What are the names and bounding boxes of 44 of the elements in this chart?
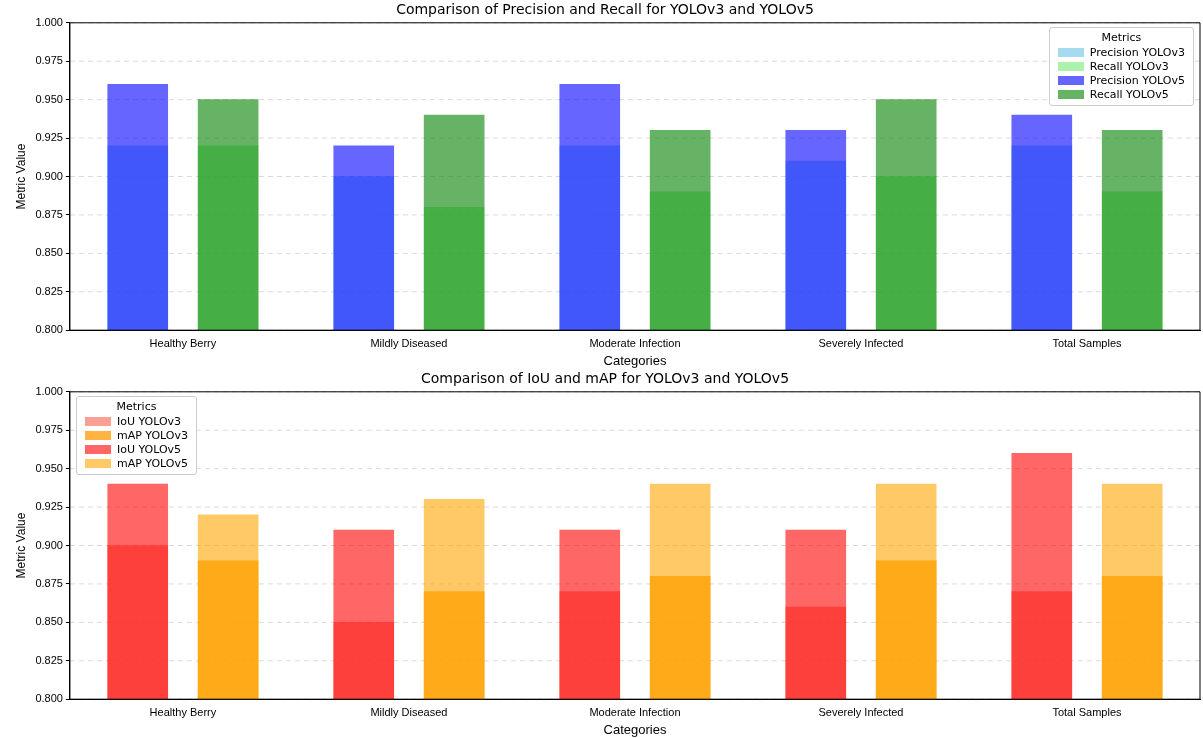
- x-tick-label: Healthy Berry: [149, 705, 217, 718]
- legend-label: IoU YOLOv5: [116, 443, 182, 457]
- y-tick-label: 0.900: [35, 538, 63, 551]
- x-tick-label: Moderate Infection: [589, 705, 681, 718]
- x-axis-title: Categories: [603, 721, 667, 737]
- y-tick-label: 0.975: [35, 54, 63, 67]
- y-tick-label: 0.900: [35, 169, 63, 182]
- y-tick-label: 0.800: [35, 692, 63, 705]
- legend-title: Metrics: [1100, 30, 1143, 44]
- legend-label: mAP YOLOv5: [116, 457, 188, 471]
- x-tick-label: Moderate Infection: [589, 336, 681, 349]
- y-tick-label: 0.950: [35, 461, 63, 474]
- y-tick-label: 0.825: [35, 284, 63, 297]
- y-tick-label: 0.800: [35, 323, 63, 336]
- legend-title: Metrics: [115, 399, 158, 413]
- y-tick-label: 0.925: [35, 131, 63, 144]
- legend-label: IoU YOLOv3: [116, 415, 182, 429]
- y-tick-label: 0.875: [35, 207, 63, 220]
- legend-label: Precision YOLOv5: [1089, 74, 1185, 88]
- x-tick-label: Severely Infected: [818, 705, 904, 718]
- x-axis-title: Categories: [603, 352, 667, 368]
- x-tick-label: Severely Infected: [818, 336, 904, 349]
- legend-label: mAP YOLOv3: [116, 429, 188, 443]
- chart-title: Comparison of IoU and mAP for YOLOv3 and YOLOv5: [420, 370, 790, 387]
- y-tick-label: 1.000: [35, 384, 63, 397]
- x-tick-label: Total Samples: [1052, 336, 1123, 349]
- y-tick-label: 0.875: [35, 576, 63, 589]
- legend-label: Precision YOLOv3: [1089, 46, 1185, 60]
- x-tick-label: Mildly Diseased: [370, 705, 448, 718]
- chart-title: Comparison of Precision and Recall for YOLOv3 and YOLOv5: [396, 1, 814, 18]
- y-tick-label: 1.000: [35, 15, 63, 28]
- y-tick-label: 0.850: [35, 246, 63, 259]
- y-axis-title: Metric Value: [13, 143, 28, 210]
- legend-label: Recall YOLOv3: [1089, 60, 1169, 74]
- y-tick-label: 0.950: [35, 92, 63, 105]
- y-tick-label: 0.975: [35, 423, 63, 436]
- y-tick-label: 0.925: [35, 500, 63, 513]
- x-tick-label: Healthy Berry: [149, 336, 217, 349]
- legend-label: Recall YOLOv5: [1089, 88, 1169, 102]
- y-tick-label: 0.825: [35, 653, 63, 666]
- x-tick-label: Total Samples: [1052, 705, 1123, 718]
- y-tick-label: 0.850: [35, 615, 63, 628]
- y-axis-title: Metric Value: [13, 512, 28, 579]
- x-tick-label: Mildly Diseased: [370, 336, 448, 349]
